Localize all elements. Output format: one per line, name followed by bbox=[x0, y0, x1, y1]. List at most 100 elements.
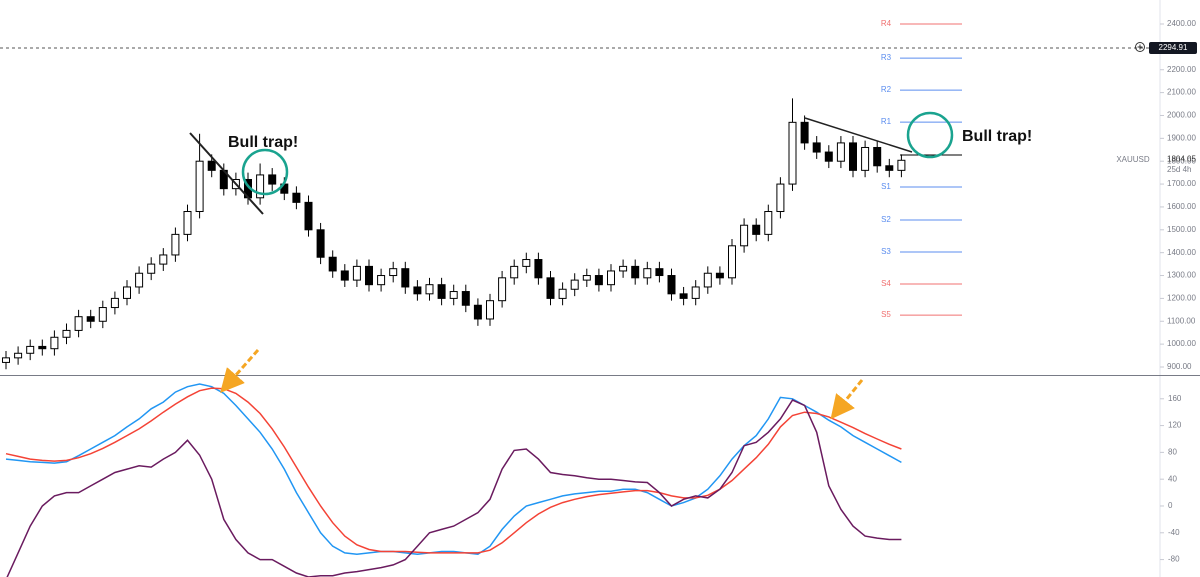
y-tick-label: 1600.00 bbox=[1167, 202, 1196, 211]
add-icon[interactable] bbox=[1135, 42, 1145, 52]
y-tick-label: 2200.00 bbox=[1167, 65, 1196, 74]
candle-body bbox=[328, 256, 337, 272]
y-tick-label: 2400.00 bbox=[1167, 19, 1196, 28]
candle-body bbox=[619, 265, 628, 272]
candle-body bbox=[824, 151, 833, 162]
candle-body bbox=[643, 268, 652, 279]
price-tag bbox=[1149, 42, 1197, 55]
y-tick-label: 1000.00 bbox=[1167, 339, 1196, 348]
candle-body bbox=[207, 160, 216, 171]
candle-body bbox=[667, 275, 676, 295]
y-tick-label: -80 bbox=[1168, 555, 1180, 564]
candle-body bbox=[607, 270, 615, 286]
candle-body bbox=[582, 275, 591, 281]
candle-body bbox=[256, 174, 265, 199]
candle-body bbox=[510, 265, 519, 279]
y-tick-label: 120 bbox=[1168, 421, 1182, 430]
countdown: 25d 4h bbox=[1167, 165, 1191, 174]
candle-body bbox=[449, 291, 458, 299]
candle-body bbox=[715, 272, 724, 279]
candle-body bbox=[703, 272, 712, 288]
trend-line bbox=[189, 132, 264, 215]
candle-body bbox=[50, 336, 59, 350]
price-pane: R4 R3 R2 R1 S1 S2 S3 S4 S5 bbox=[2, 19, 962, 370]
annotation: Bull trap! bbox=[228, 134, 298, 151]
price-tag-label: 2294.91 bbox=[1159, 43, 1188, 52]
pivot-label: S2 bbox=[881, 215, 891, 224]
candle-body bbox=[401, 268, 410, 288]
add-icon-plus bbox=[1137, 44, 1143, 50]
candle-body bbox=[885, 165, 894, 171]
candle-body bbox=[195, 160, 204, 213]
y-tick-label: 1400.00 bbox=[1167, 248, 1196, 257]
y-tick-label: -40 bbox=[1168, 528, 1180, 537]
candle-body bbox=[316, 229, 325, 258]
axes: 900.00 1000.00 1100.00 1200.00 1300.00 1400.0… bbox=[0, 19, 1197, 564]
candle-body bbox=[437, 284, 446, 299]
candle-body bbox=[849, 142, 857, 171]
highlight-circle bbox=[241, 148, 289, 196]
annotation: Bull trap! bbox=[962, 128, 1032, 145]
candle-body bbox=[62, 329, 71, 338]
indicator-line bbox=[5, 387, 902, 554]
candle-body bbox=[413, 286, 422, 295]
y-tick-label: 0 bbox=[1168, 501, 1173, 510]
y-tick-label: 40 bbox=[1168, 474, 1177, 483]
candle-body bbox=[534, 259, 543, 279]
candle-body bbox=[655, 268, 664, 277]
candle-body bbox=[135, 272, 144, 288]
candle-body bbox=[631, 265, 640, 279]
candle-body bbox=[691, 286, 700, 299]
arrow bbox=[220, 349, 260, 393]
candle-body bbox=[728, 245, 736, 279]
pivot-label: S5 bbox=[881, 310, 891, 319]
candle-body bbox=[14, 352, 23, 359]
pivot-label: S1 bbox=[881, 182, 891, 191]
candle-body bbox=[26, 345, 35, 354]
candle-body bbox=[365, 265, 373, 286]
candle-body bbox=[764, 211, 773, 235]
candle-body bbox=[800, 121, 809, 144]
y-tick-label: 1900.00 bbox=[1167, 133, 1196, 142]
candle-body bbox=[74, 316, 83, 331]
indicator-line bbox=[5, 383, 902, 555]
candle-body bbox=[570, 279, 579, 290]
indicator-line bbox=[6, 399, 902, 577]
candle-body bbox=[292, 192, 301, 203]
y-tick-label: 1200.00 bbox=[1167, 294, 1196, 303]
y-tick-label: 1300.00 bbox=[1167, 271, 1196, 280]
pivot-label: R4 bbox=[881, 19, 892, 28]
candle-body bbox=[861, 146, 870, 171]
candle-body bbox=[461, 291, 470, 306]
y-tick-label: 1800.00 bbox=[1167, 156, 1196, 165]
y-tick-label: 2100.00 bbox=[1167, 88, 1196, 97]
y-tick-label: 160 bbox=[1168, 394, 1182, 403]
candle-body bbox=[183, 211, 192, 235]
y-tick-label: 900.00 bbox=[1167, 362, 1192, 371]
candle-body bbox=[486, 300, 494, 320]
candle-body bbox=[268, 174, 277, 185]
candle-body bbox=[159, 254, 168, 265]
last-price: 1804.05 bbox=[1167, 154, 1196, 163]
candle-body bbox=[752, 224, 761, 235]
y-tick-label: 1700.00 bbox=[1167, 179, 1196, 188]
candle-body bbox=[897, 159, 906, 171]
arrow bbox=[830, 379, 864, 420]
candle-body bbox=[776, 183, 785, 213]
highlight-circle bbox=[906, 111, 954, 159]
pivot-label: S3 bbox=[881, 247, 891, 256]
candle-body bbox=[377, 275, 386, 286]
candle-body bbox=[836, 142, 845, 162]
candle-body bbox=[498, 277, 507, 302]
candle-body bbox=[522, 259, 531, 267]
candle-body bbox=[473, 304, 482, 320]
candle-body bbox=[389, 268, 398, 277]
candle-body bbox=[352, 265, 361, 281]
candle-body bbox=[110, 297, 119, 309]
y-tick-label: 1100.00 bbox=[1167, 316, 1196, 325]
pivot-label: S4 bbox=[881, 279, 891, 288]
candle-body bbox=[98, 307, 107, 322]
candle-body bbox=[171, 233, 180, 256]
